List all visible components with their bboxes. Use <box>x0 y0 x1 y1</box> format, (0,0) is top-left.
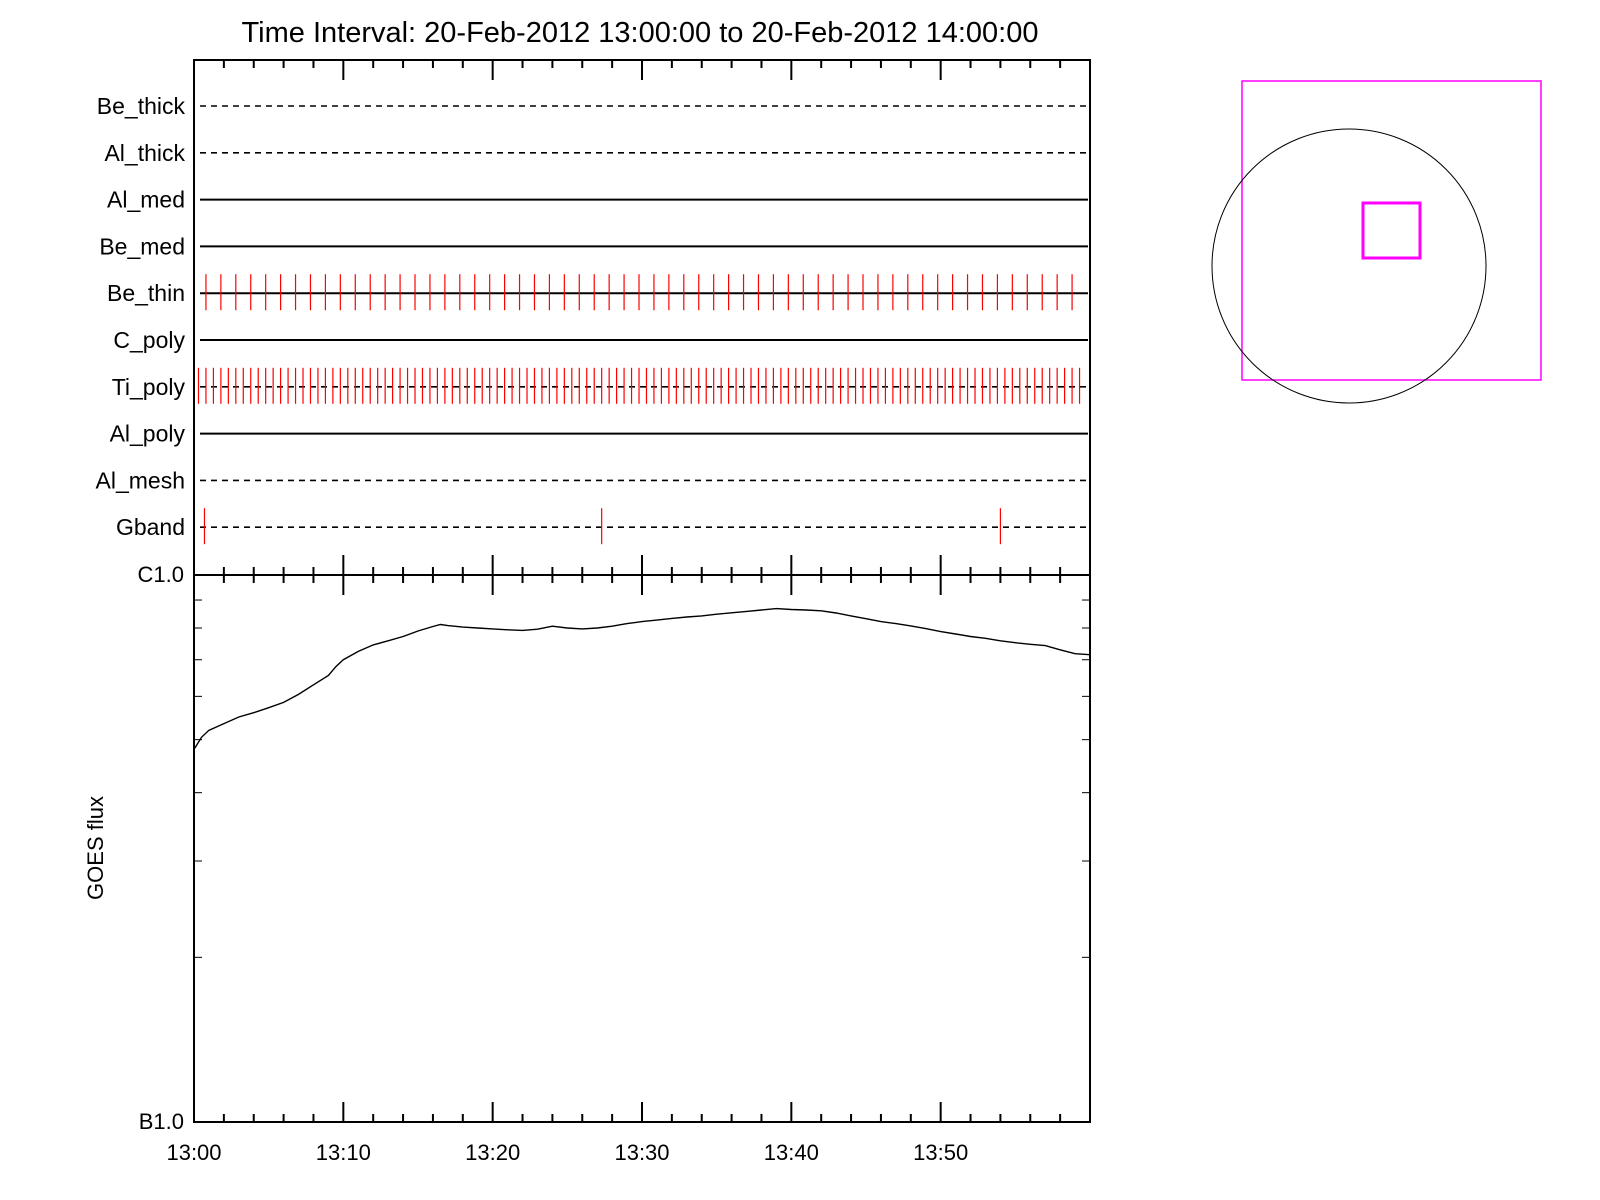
filter-row-be-thin: Be_thin <box>107 274 1088 311</box>
filter-label: Al_mesh <box>96 467 185 493</box>
flux-tick-labels: C1.0 B1.0 <box>138 562 184 1134</box>
filter-panel-time-ticks <box>193 60 1091 575</box>
solar-disk-outline <box>1211 128 1487 404</box>
goes-time-ticks <box>193 575 1091 1122</box>
filter-label: Al_poly <box>110 421 186 447</box>
filter-row-gband: Gband <box>116 508 1088 545</box>
filter-label: C_poly <box>113 327 185 353</box>
filter-rows: Be_thick Al_thick Al_med Be_med Be_thin C_pol… <box>96 93 1088 545</box>
time-tick-label: 13:00 <box>166 1140 221 1165</box>
filter-label: Be_med <box>99 233 185 259</box>
goes-panel-frame <box>193 574 1091 1123</box>
flux-tick-label: C1.0 <box>138 562 184 587</box>
time-tick-label: 13:20 <box>465 1140 520 1165</box>
filter-row-al-med: Al_med <box>107 187 1088 213</box>
filter-row-ti-poly: Ti_poly <box>112 367 1088 404</box>
flux-tick-label: B1.0 <box>139 1109 184 1134</box>
time-tick-label: 13:40 <box>764 1140 819 1165</box>
filter-label: Ti_poly <box>112 374 186 400</box>
filter-row-al-thick: Al_thick <box>104 140 1088 166</box>
filter-label: Gband <box>116 514 185 540</box>
field-of-view-box <box>1241 80 1542 381</box>
filter-panel-frame <box>193 59 1091 576</box>
sun-locator-inset <box>1211 80 1542 404</box>
filter-row-be-med: Be_med <box>99 233 1088 259</box>
filter-row-al-poly: Al_poly <box>110 421 1088 447</box>
filter-label: Al_thick <box>104 140 185 166</box>
goes-flux-axis-label: GOES flux <box>83 796 108 900</box>
filter-panel: Be_thick Al_thick Al_med Be_med Be_thin C_pol… <box>96 59 1091 576</box>
goes-flux-line <box>193 607 1091 750</box>
filter-label: Be_thick <box>97 93 186 119</box>
time-tick-labels: 13:00 13:10 13:20 13:30 13:40 13:50 <box>166 1140 968 1165</box>
target-region-box <box>1361 201 1422 260</box>
time-tick-label: 13:50 <box>913 1140 968 1165</box>
filter-row-c-poly: C_poly <box>113 327 1088 353</box>
filter-label: Be_thin <box>107 280 185 306</box>
filter-row-be-thick: Be_thick <box>97 93 1088 119</box>
goes-flux-panel: 13:00 13:10 13:20 13:30 13:40 13:50 C1.0B1.0 … <box>83 562 1091 1165</box>
time-tick-label: 13:10 <box>316 1140 371 1165</box>
filter-row-al-mesh: Al_mesh <box>96 467 1088 493</box>
filter-label: Al_med <box>107 187 185 213</box>
goes-flux-ticks <box>194 599 1090 958</box>
time-tick-label: 13:30 <box>614 1140 669 1165</box>
chart-title: Time Interval: 20-Feb-2012 13:00:00 to 2… <box>242 17 1039 49</box>
